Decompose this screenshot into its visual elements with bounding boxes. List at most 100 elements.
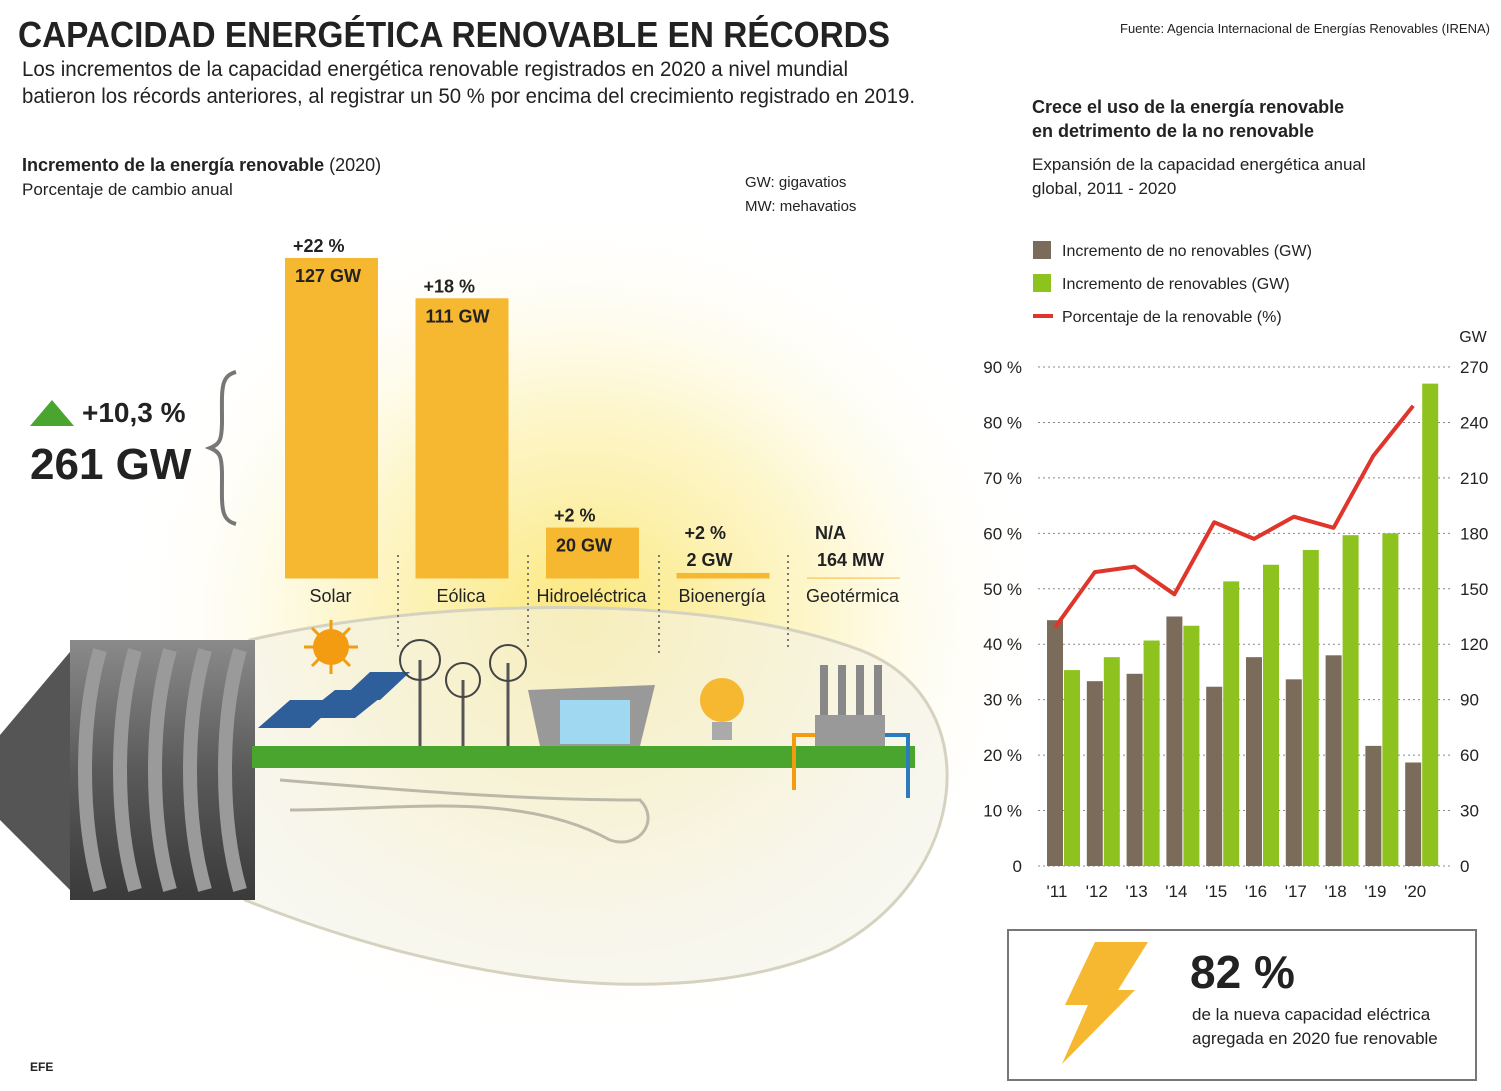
y-tick-label: 80 % [983,413,1022,432]
source: Fuente: Agencia Internacional de Energía… [1120,21,1490,36]
bar [1086,681,1103,866]
x-tick-label: '17 [1285,882,1307,901]
y-tick-label: 20 % [983,746,1022,765]
title: CAPACIDAD ENERGÉTICA RENOVABLE EN RÉCORD… [18,14,890,55]
bar [415,298,509,578]
y-tick-label: 50 % [983,580,1022,599]
category-label: Bioenergía [678,586,766,606]
value-label: 127 GW [295,266,361,286]
bulb-illustration [0,200,1050,1040]
callout-value: 82 % [1190,946,1295,998]
note: GW: gigavatios [745,174,846,191]
category-label: Eólica [436,586,486,606]
x-tick-label: '18 [1325,882,1347,901]
callout-text: de la nueva capacidad eléctrica [1192,1005,1431,1024]
separators [397,555,789,655]
total-change: +10,3 % [82,397,186,428]
y-tick-label: 10 % [983,802,1022,821]
change-label: +2 % [685,523,727,543]
x-tick-label: '20 [1404,882,1426,901]
bar [807,577,900,579]
total-value: 261 GW [30,440,192,489]
x-tick-label: '16 [1245,882,1267,901]
x-tick-label: '11 [1047,882,1068,901]
legend-label: Incremento de no renovables (GW) [1062,243,1312,260]
y2-tick-label: 0 [1460,857,1469,876]
legend-swatch [1033,241,1051,259]
bar [1302,549,1319,866]
value-label: 2 GW [687,550,733,570]
bar [1365,745,1382,866]
legend-swatch [1033,274,1051,292]
y2-tick-label: 120 [1460,635,1488,654]
y2-axis-label: GW [1459,329,1487,346]
y-tick-label: 30 % [983,691,1022,710]
bar [1263,564,1279,866]
line [1053,404,1415,629]
category-label: Hidroeléctrica [536,586,647,606]
chart-subtitle: Porcentaje de cambio anual [22,180,233,199]
x-tick-label: '13 [1126,882,1148,901]
x-tick-label: '12 [1086,882,1108,901]
change-label: +18 % [424,276,476,296]
x-tick-label: '19 [1364,882,1386,901]
y2-tick-label: 60 [1460,746,1479,765]
bar [1223,581,1240,866]
bar [1047,620,1063,866]
category-label: Solar [309,586,351,606]
legend-label: Incremento de renovables (GW) [1062,276,1290,293]
bar [1183,625,1200,866]
bar [1422,383,1439,866]
y-tick-label: 60 % [983,524,1022,543]
logo: EFE [30,1060,53,1074]
x-tick-label: '15 [1205,882,1227,901]
bar [1126,673,1143,866]
subtitle-line: batieron los récords anteriores, al regi… [22,85,915,108]
note: MW: mehavatios [745,198,856,215]
bar [1382,533,1399,866]
y2-tick-label: 150 [1460,580,1488,599]
change-label: +2 % [554,506,596,526]
bar [1143,640,1160,866]
bar [285,257,378,578]
y2-tick-label: 210 [1460,469,1488,488]
y2-tick-label: 90 [1460,691,1479,710]
y-tick-label: 40 % [983,635,1022,654]
chart-subtitle-line: global, 2011 - 2020 [1032,179,1176,198]
y2-tick-label: 30 [1460,802,1479,821]
bar [1342,535,1359,866]
chart-title-line: Crece el uso de la energía renovable [1032,97,1344,117]
bar [546,527,639,578]
y2-tick-label: 180 [1460,524,1488,543]
value-label: 164 MW [817,550,884,570]
bar [676,572,770,578]
change-label: N/A [815,523,846,543]
change-label: +22 % [293,236,345,256]
y2-tick-label: 270 [1460,358,1488,377]
category-label: Geotérmica [806,586,900,606]
bar [1285,679,1302,866]
y-tick-label: 0 [1013,857,1022,876]
callout-text: agregada en 2020 fue renovable [1192,1029,1438,1048]
y2-tick-label: 240 [1460,413,1488,432]
value-label: 111 GW [426,306,490,326]
bar [1064,670,1080,866]
bar [1246,657,1262,866]
chart-title-text: Incremento de la energía renovable [22,155,324,175]
bar [1166,616,1183,866]
chart-title-line: en detrimento de la no renovable [1032,121,1314,141]
x-tick-label: '14 [1165,882,1187,901]
bar [1103,657,1120,866]
bar [1206,686,1223,866]
bar [1405,762,1422,866]
chart-title: Incremento de la energía renovable (2020… [22,155,381,175]
y-tick-label: 70 % [983,469,1022,488]
chart-title-note: (2020) [329,155,381,175]
bar [1325,655,1342,866]
chart-subtitle-line: Expansión de la capacidad energética anu… [1032,155,1366,174]
value-label: 20 GW [556,536,612,556]
y-tick-label: 90 % [983,358,1022,377]
legend-label: Porcentaje de la renovable (%) [1062,309,1282,326]
bolt-icon [1062,942,1148,1064]
